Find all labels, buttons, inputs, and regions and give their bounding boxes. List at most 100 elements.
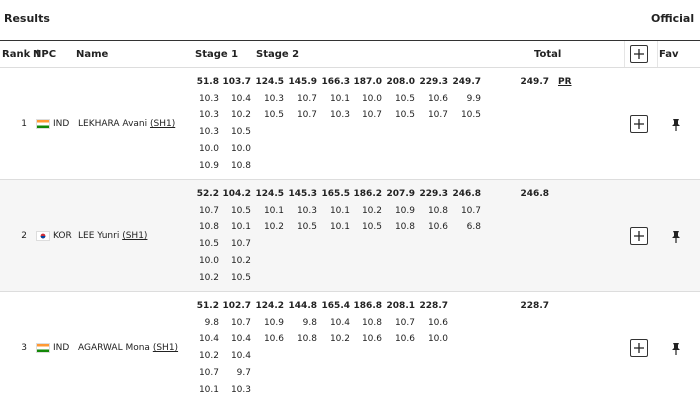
cumulative-score: 208.1 — [386, 301, 415, 311]
series-score: 10.3 — [329, 110, 350, 121]
series-score: 10.7 — [361, 110, 382, 121]
add-column-button[interactable] — [630, 45, 648, 63]
series-score: 10.3 — [230, 384, 251, 395]
status: Official — [651, 12, 695, 25]
npc-code: IND — [53, 343, 70, 353]
series-score: 10.3 — [198, 93, 219, 104]
col-fav: Fav — [659, 49, 679, 60]
add-button[interactable] — [630, 339, 648, 357]
cumulative-score: 104.2 — [222, 189, 251, 199]
series-score: 10.0 — [230, 143, 251, 154]
series-score: 10.2 — [198, 351, 219, 362]
series-score: 10.3 — [198, 110, 219, 121]
add-button[interactable] — [630, 227, 648, 245]
series-score: 10.7 — [198, 367, 219, 378]
series-score: 10.6 — [427, 222, 448, 233]
series-score: 10.4 — [230, 334, 251, 345]
cumulative-score: 166.3 — [321, 77, 350, 87]
series-score: 10.8 — [427, 205, 448, 216]
series-score: 10.1 — [329, 205, 350, 216]
series-score: 10.9 — [263, 317, 284, 328]
series-score: 10.0 — [361, 93, 382, 104]
rank: 3 — [21, 343, 27, 353]
series-score: 10.3 — [263, 93, 284, 104]
cumulative-score: 124.2 — [255, 301, 284, 311]
sport-class[interactable]: (SH1) — [149, 119, 176, 129]
col-rank[interactable]: Rank ↑ — [2, 49, 43, 60]
series-score: 10.2 — [329, 334, 350, 345]
cumulative-score: 145.9 — [288, 77, 317, 87]
cumulative-score: 145.3 — [288, 189, 317, 199]
series-score: 10.7 — [230, 317, 251, 328]
rank: 2 — [21, 231, 27, 241]
cumulative-score: 51.8 — [196, 77, 219, 87]
series-score: 10.6 — [427, 93, 448, 104]
series-score: 10.5 — [230, 272, 251, 283]
series-score: 9.8 — [204, 317, 219, 328]
series-score: 10.5 — [263, 110, 284, 121]
series-score: 10.1 — [263, 205, 284, 216]
series-score: 10.4 — [230, 93, 251, 104]
series-score: 10.1 — [198, 384, 219, 395]
series-score: 10.0 — [198, 143, 219, 154]
series-score: 10.8 — [296, 334, 317, 345]
cumulative-score: 103.7 — [222, 77, 251, 87]
series-score: 10.5 — [230, 205, 251, 216]
fav-pin[interactable] — [670, 117, 682, 136]
npc-code: KOR — [53, 231, 72, 241]
cumulative-score: 249.7 — [452, 77, 481, 87]
series-score: 10.5 — [361, 222, 382, 233]
athlete-name[interactable]: LEKHARA Avani — [78, 119, 148, 129]
series-score: 10.1 — [230, 222, 251, 233]
result-row — [0, 68, 700, 180]
series-score: 10.2 — [230, 255, 251, 266]
npc-code: IND — [53, 119, 70, 129]
total: 246.8 — [520, 189, 549, 199]
series-score: 10.7 — [460, 205, 481, 216]
col-npc: NPC — [33, 49, 57, 60]
athlete-name[interactable]: AGARWAL Mona — [78, 343, 150, 353]
cumulative-score: 144.8 — [288, 301, 317, 311]
fav-pin[interactable] — [670, 341, 682, 360]
col-total: Total — [534, 49, 562, 60]
athlete-name[interactable]: LEE Yunri — [78, 231, 120, 241]
series-score: 10.8 — [361, 317, 382, 328]
result-row — [0, 180, 700, 292]
series-score: 10.6 — [263, 334, 284, 345]
series-score: 9.7 — [236, 367, 251, 378]
series-score: 10.5 — [394, 110, 415, 121]
header-rule — [0, 40, 700, 41]
series-score: 10.6 — [394, 334, 415, 345]
series-score: 10.3 — [198, 127, 219, 138]
add-button[interactable] — [630, 115, 648, 133]
fav-pin[interactable] — [670, 229, 682, 248]
series-score: 10.8 — [394, 222, 415, 233]
series-score: 10.5 — [230, 127, 251, 138]
series-score: 10.7 — [230, 239, 251, 250]
flag — [36, 343, 50, 353]
record: PR — [558, 77, 572, 87]
series-score: 10.7 — [296, 110, 317, 121]
sport-class[interactable]: (SH1) — [122, 231, 148, 241]
cumulative-score: 229.3 — [419, 77, 448, 87]
cumulative-score: 208.0 — [386, 77, 415, 87]
sport-class[interactable]: (SH1) — [152, 343, 179, 353]
series-score: 10.7 — [296, 93, 317, 104]
series-score: 9.9 — [466, 93, 481, 104]
col-name: Name — [76, 49, 109, 60]
flag — [36, 119, 50, 129]
cumulative-score: 246.8 — [452, 189, 481, 199]
series-score: 10.6 — [361, 334, 382, 345]
series-score: 10.4 — [230, 351, 251, 362]
series-score: 10.2 — [230, 110, 251, 121]
total: 249.7 — [520, 77, 549, 87]
series-score: 10.9 — [394, 205, 415, 216]
series-score: 6.8 — [466, 222, 481, 233]
series-score: 10.8 — [198, 222, 219, 233]
series-score: 10.2 — [263, 222, 284, 233]
series-score: 10.4 — [198, 334, 219, 345]
series-score: 10.8 — [230, 160, 251, 171]
title: Results — [4, 12, 50, 25]
series-score: 10.5 — [394, 93, 415, 104]
cumulative-score: 165.5 — [321, 189, 350, 199]
